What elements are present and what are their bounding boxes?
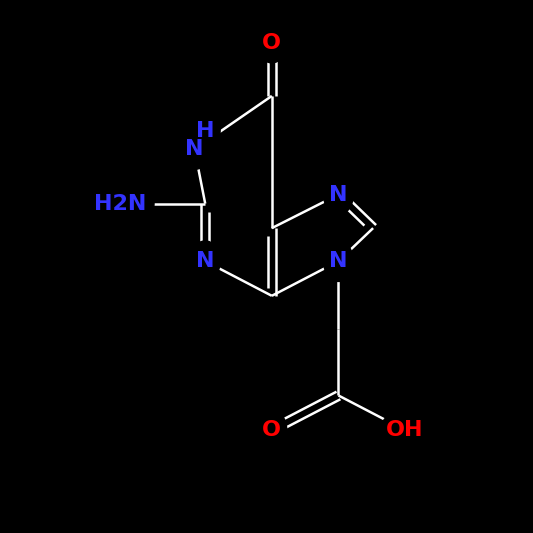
Text: N: N — [196, 251, 214, 271]
Text: H: H — [196, 120, 214, 141]
Ellipse shape — [257, 22, 287, 63]
Ellipse shape — [190, 110, 220, 151]
Ellipse shape — [86, 183, 154, 224]
Text: H2N: H2N — [94, 193, 146, 214]
Text: O: O — [262, 33, 281, 53]
Text: N: N — [329, 184, 348, 205]
Text: N: N — [329, 251, 348, 271]
Ellipse shape — [381, 410, 430, 450]
Text: OH: OH — [386, 420, 424, 440]
Ellipse shape — [257, 410, 287, 450]
Ellipse shape — [190, 241, 220, 281]
Ellipse shape — [180, 129, 209, 169]
Ellipse shape — [324, 241, 353, 281]
Text: O: O — [262, 420, 281, 440]
Text: N: N — [185, 139, 204, 159]
Ellipse shape — [324, 174, 353, 215]
